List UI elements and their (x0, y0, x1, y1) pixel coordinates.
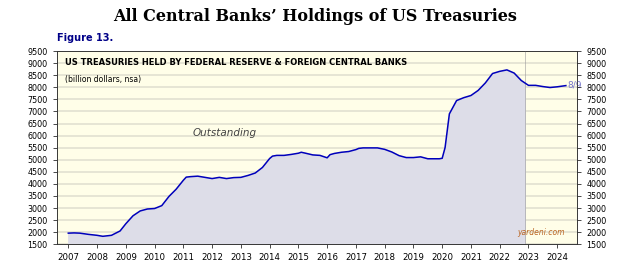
Text: Figure 13.: Figure 13. (57, 33, 113, 43)
Text: All Central Banks’ Holdings of US Treasuries: All Central Banks’ Holdings of US Treasu… (114, 8, 517, 25)
Text: Outstanding: Outstanding (192, 128, 256, 138)
Text: 8/9: 8/9 (567, 81, 582, 90)
Text: US TREASURIES HELD BY FEDERAL RESERVE & FOREIGN CENTRAL BANKS: US TREASURIES HELD BY FEDERAL RESERVE & … (64, 58, 407, 67)
Text: yardeni.com: yardeni.com (517, 227, 564, 237)
Text: (billion dollars, nsa): (billion dollars, nsa) (64, 75, 141, 84)
